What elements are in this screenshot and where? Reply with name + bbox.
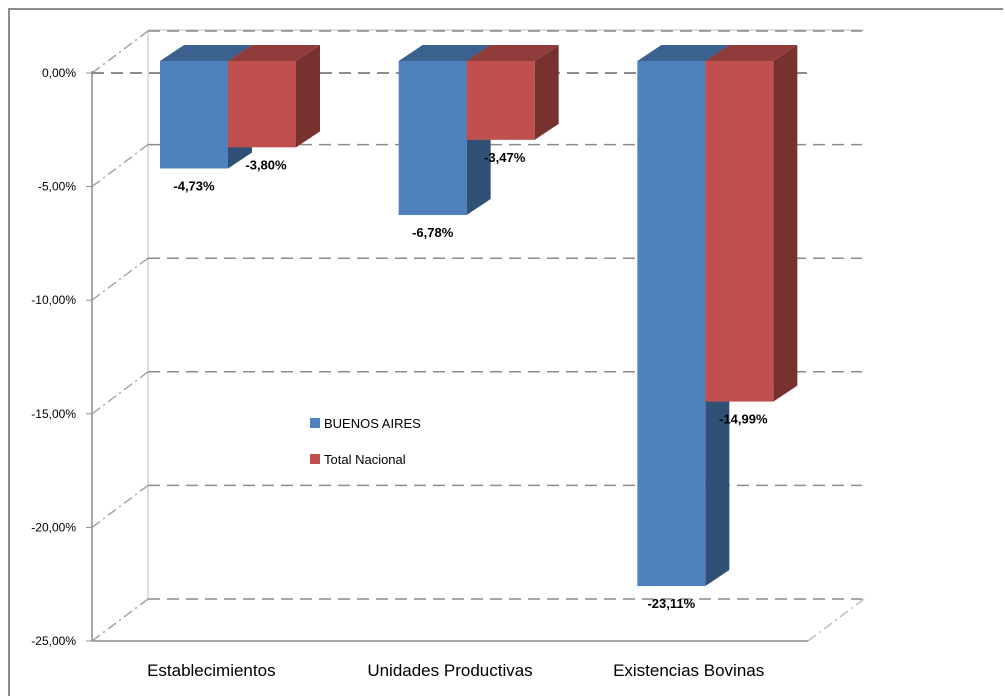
gridline-diagonal (91, 30, 149, 74)
bar-side (296, 45, 320, 148)
bar (160, 61, 228, 169)
axis-layer: 0,00% -5,00% -10,00% -15,00% -20,00% -25,00% (31, 66, 93, 648)
bar (398, 61, 467, 216)
data-label: -23,11% (647, 596, 695, 611)
legend-swatch (310, 418, 320, 428)
bar-top (637, 45, 730, 61)
category-label: Establecimientos (147, 661, 276, 680)
data-label: -3,80% (245, 157, 287, 172)
gridline-diagonal (91, 598, 149, 642)
data-label: -4,73% (173, 178, 215, 193)
legend-label: BUENOS AIRES (324, 416, 421, 431)
data-label: -14,99% (719, 412, 768, 427)
bar-top (228, 45, 320, 61)
bar (705, 61, 774, 402)
category-label: Existencias Bovinas (613, 661, 764, 680)
floor-side-edge (807, 598, 865, 642)
y-tick-label: -20,00% (31, 520, 76, 534)
y-tick-label: -25,00% (31, 634, 76, 648)
bar-top (466, 45, 559, 61)
legend-label: Total Nacional (324, 452, 406, 467)
y-tick-label: -5,00% (38, 180, 76, 194)
legend: BUENOS AIRES Total Nacional (310, 416, 421, 467)
gridline-diagonal (91, 484, 149, 529)
bar (228, 61, 296, 148)
data-label: -3,47% (484, 150, 526, 165)
bar-top (398, 45, 491, 61)
gridline-diagonal (91, 144, 149, 188)
gridline-diagonal (91, 371, 149, 415)
bar-top (705, 45, 798, 61)
bar (466, 61, 535, 140)
data-label: -6,78% (412, 225, 454, 240)
bar (637, 61, 706, 587)
bar-side (773, 45, 798, 402)
y-tick-label: -10,00% (31, 293, 76, 307)
bar-side (534, 45, 559, 140)
bar-top (160, 45, 252, 61)
bars-layer (160, 45, 798, 587)
gridline-diagonal (91, 257, 149, 301)
category-label: Unidades Productivas (367, 661, 532, 680)
labels-layer: -4,73% -3,80% Establecimientos -6,78% -3,47%… (147, 150, 768, 680)
y-tick-label: 0,00% (42, 66, 76, 80)
chart-frame (8, 8, 1003, 696)
y-tick-label: -15,00% (31, 407, 76, 421)
legend-swatch (310, 454, 320, 464)
